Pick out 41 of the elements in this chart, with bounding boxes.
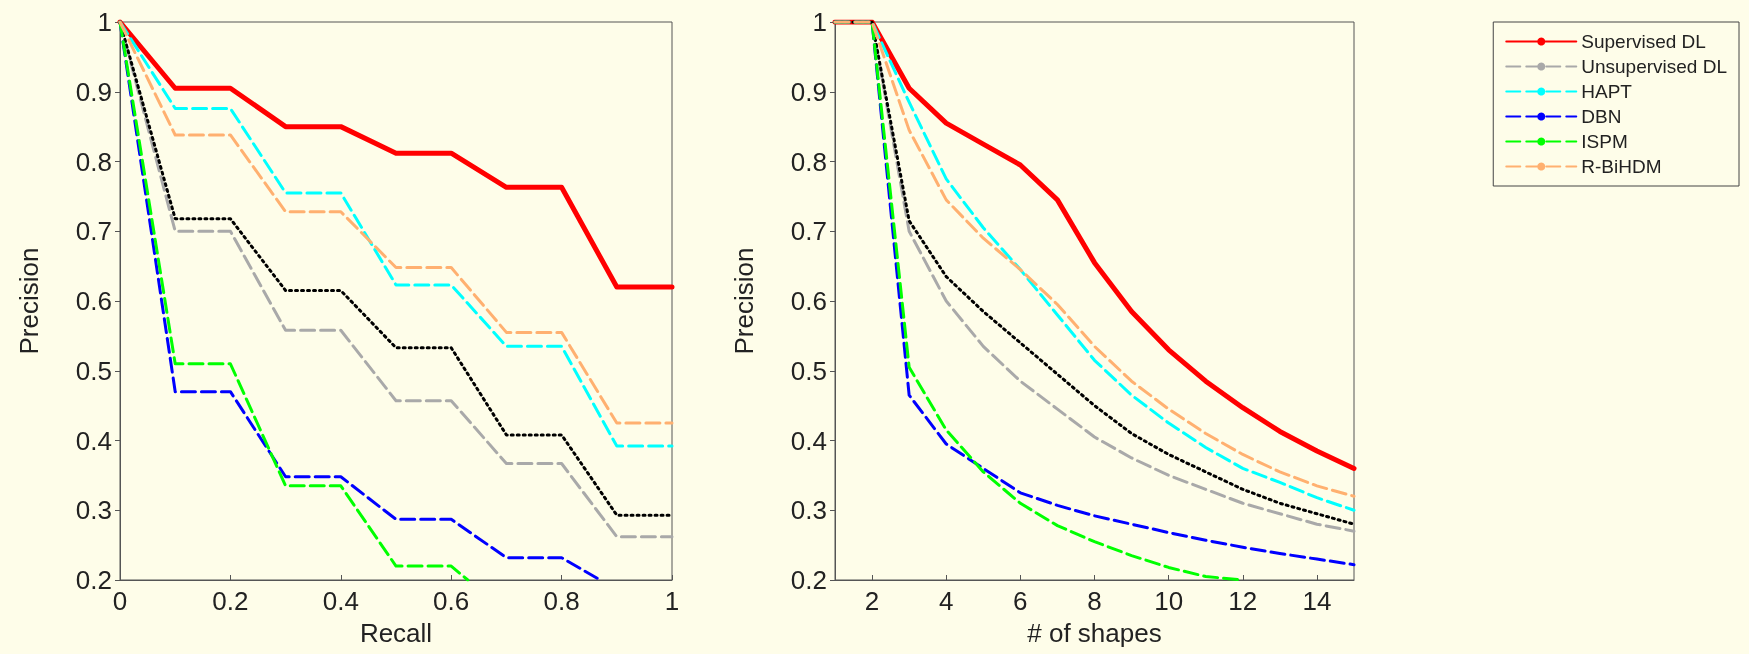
x-tick-label: 0 [112,586,128,616]
y-tick-label: 0.9 [790,76,827,107]
x-tick-label: 8 [1087,586,1102,616]
y-tick-label: 0.3 [75,495,112,526]
x-tick-label: 0.4 [322,586,359,616]
y-tick-label: 0.3 [790,495,827,526]
x-tick-label: 0.8 [543,586,580,616]
y-tick-label: 0.4 [75,425,112,456]
y-tick-label: 0.5 [790,355,827,386]
x-tick-label: 0.6 [433,586,470,616]
x-tick-label: 6 [1013,586,1028,616]
x-tick-label: 14 [1302,586,1332,616]
y-tick-label: 0.7 [75,216,112,247]
y-tick-label: 0.8 [75,146,112,177]
y-axis-title: Precision [729,247,759,355]
y-tick-label: 0.2 [790,565,827,595]
x-tick-label: 12 [1228,586,1258,616]
legend-label: Supervised DL [1581,31,1706,52]
legend-label: HAPT [1581,81,1633,102]
x-tick-label: 4 [938,586,954,616]
legend-label: ISPM [1581,131,1628,152]
y-tick-label: 1 [812,7,827,37]
y-tick-label: 0.6 [790,286,827,316]
x-axis-title: Recall [359,618,433,648]
y-axis-title: Precision [14,247,44,355]
y-tick-label: 0.4 [790,425,827,456]
legend-label: R-BiHDM [1581,156,1662,177]
x-tick-label: 0.2 [212,586,249,616]
y-tick-label: 0.8 [790,146,827,177]
y-tick-label: 1 [97,7,112,37]
legend-label: Unsupervised DL [1581,56,1728,77]
legend-label: DBN [1581,106,1622,127]
y-tick-label: 0.2 [75,565,112,595]
y-tick-label: 0.6 [75,286,112,316]
y-tick-label: 0.7 [790,216,827,247]
x-tick-label: 10 [1154,586,1184,616]
x-tick-label: 2 [864,586,880,616]
x-axis-title: # of shapes [1027,618,1162,648]
y-tick-label: 0.9 [75,76,112,107]
x-tick-label: 1 [664,586,680,616]
y-tick-label: 0.5 [75,355,112,386]
